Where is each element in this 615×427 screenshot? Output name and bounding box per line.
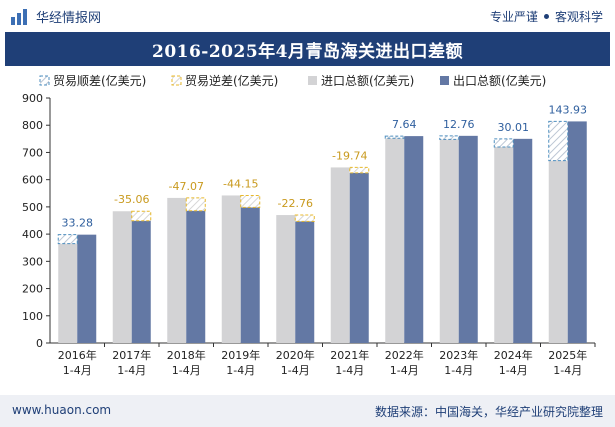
trade-surplus-segment bbox=[57, 234, 78, 245]
export-bar bbox=[131, 220, 151, 343]
x-tick-label: 2020年 bbox=[276, 348, 315, 362]
import-bar bbox=[112, 211, 132, 343]
legend-surplus-swatch-icon bbox=[39, 75, 50, 86]
import-bar bbox=[58, 243, 78, 343]
y-tick-label: 400 bbox=[22, 228, 43, 241]
x-tick-label: 1-4月 bbox=[553, 364, 582, 377]
x-tick-label: 1-4月 bbox=[117, 364, 146, 377]
brand[interactable]: 华经情报网 bbox=[10, 7, 101, 26]
brand-name: 华经情报网 bbox=[36, 11, 102, 26]
balance-data-label: 30.01 bbox=[498, 121, 530, 134]
legend-label: 贸易逆差(亿美元) bbox=[185, 73, 278, 88]
legend-export-swatch-icon bbox=[440, 76, 449, 85]
x-tick-label: 2025年 bbox=[548, 348, 587, 362]
slogan-right: 客观科学 bbox=[554, 10, 603, 24]
slogan: 专业严谨 客观科学 bbox=[490, 8, 603, 25]
import-bar bbox=[439, 139, 459, 343]
y-tick-label: 300 bbox=[22, 255, 43, 268]
x-tick-label: 1-4月 bbox=[444, 364, 473, 377]
y-tick-label: 700 bbox=[22, 146, 43, 159]
y-tick-label: 500 bbox=[22, 201, 43, 214]
trade-deficit-segment bbox=[349, 166, 370, 174]
trade-surplus-segment bbox=[384, 135, 405, 139]
x-tick-label: 2019年 bbox=[221, 348, 260, 362]
x-tick-label: 1-4月 bbox=[390, 364, 419, 377]
footer-source: 数据来源：中国海关，华经产业研究院整理 bbox=[374, 405, 603, 419]
import-bar bbox=[221, 195, 241, 343]
legend-import-swatch-icon bbox=[308, 76, 317, 85]
x-tick-label: 2017年 bbox=[112, 348, 151, 362]
x-tick-label: 2021年 bbox=[330, 348, 369, 362]
export-bar bbox=[513, 138, 533, 343]
import-bar bbox=[385, 138, 405, 343]
y-tick-label: 0 bbox=[36, 337, 43, 350]
slogan-left: 专业严谨 bbox=[489, 10, 538, 24]
balance-data-label: -44.15 bbox=[223, 177, 258, 190]
export-bar bbox=[77, 234, 97, 343]
export-bar bbox=[240, 207, 260, 343]
trade-surplus-segment bbox=[493, 138, 514, 148]
trade-surplus-segment bbox=[439, 135, 460, 140]
balance-data-label: 7.64 bbox=[392, 118, 417, 131]
balance-data-label: -35.06 bbox=[114, 193, 149, 206]
trade-deficit-segment bbox=[240, 194, 261, 208]
export-bar bbox=[295, 221, 315, 343]
dot-separator-icon bbox=[543, 14, 549, 19]
x-tick-label: 1-4月 bbox=[335, 364, 364, 377]
y-tick-label: 200 bbox=[22, 283, 43, 296]
x-tick-label: 2024年 bbox=[494, 348, 533, 362]
balance-data-label: 33.28 bbox=[62, 217, 94, 230]
chart-title: 2016-2025年4月青岛海关进出口差额 bbox=[151, 41, 463, 62]
y-tick-label: 900 bbox=[22, 92, 43, 105]
footer-website[interactable]: www.huaon.com bbox=[12, 403, 112, 417]
export-bar bbox=[567, 121, 587, 344]
brand-logo-icon bbox=[11, 8, 27, 25]
x-tick-label: 2016年 bbox=[58, 348, 97, 362]
export-bar bbox=[404, 136, 424, 343]
export-bar bbox=[458, 135, 478, 343]
footer: www.huaon.com 数据来源：中国海关，华经产业研究院整理 bbox=[0, 395, 615, 427]
export-bar bbox=[349, 172, 369, 343]
import-bar bbox=[276, 215, 296, 343]
x-tick-label: 2022年 bbox=[385, 348, 424, 362]
import-bar bbox=[167, 197, 187, 343]
chart-area: 贸易顺差(亿美元) 贸易逆差(亿美元) 进口总额(亿美元) 出口总额(亿美元) 0 10… bbox=[0, 66, 615, 391]
top-bar: 华经情报网 专业严谨 客观科学 bbox=[0, 0, 615, 32]
x-tick-label: 1-4月 bbox=[281, 364, 310, 377]
import-bar bbox=[330, 167, 350, 343]
balance-data-label: 143.93 bbox=[549, 103, 588, 116]
import-bar bbox=[494, 147, 514, 343]
export-bar bbox=[186, 210, 206, 343]
x-tick-label: 2018年 bbox=[167, 348, 206, 362]
y-tick-label: 800 bbox=[22, 119, 43, 132]
chart-title-bar: 2016-2025年4月青岛海关进出口差额 bbox=[5, 32, 610, 66]
balance-data-label: -47.07 bbox=[169, 180, 204, 193]
trade-deficit-segment bbox=[185, 197, 206, 212]
legend-label: 进口总额(亿美元) bbox=[321, 73, 414, 88]
x-tick-label: 1-4月 bbox=[63, 364, 92, 377]
trade-deficit-segment bbox=[294, 214, 315, 222]
legend-deficit-swatch-icon bbox=[171, 75, 182, 86]
x-tick-label: 2023年 bbox=[439, 348, 478, 362]
bar-chart: 贸易顺差(亿美元) 贸易逆差(亿美元) 进口总额(亿美元) 出口总额(亿美元) 0 10… bbox=[22, 73, 596, 377]
y-tick-label: 100 bbox=[22, 310, 43, 323]
trade-surplus-segment bbox=[548, 120, 569, 162]
legend-label: 贸易顺差(亿美元) bbox=[53, 73, 146, 88]
x-tick-label: 1-4月 bbox=[172, 364, 201, 377]
y-tick-label: 600 bbox=[22, 174, 43, 187]
balance-data-label: 12.76 bbox=[443, 118, 475, 131]
legend-label: 出口总额(亿美元) bbox=[453, 73, 546, 88]
x-tick-label: 1-4月 bbox=[499, 364, 528, 377]
balance-data-label: -19.74 bbox=[332, 149, 367, 162]
trade-deficit-segment bbox=[131, 210, 152, 222]
import-bar bbox=[548, 160, 568, 343]
balance-data-label: -22.76 bbox=[278, 197, 313, 210]
x-tick-label: 1-4月 bbox=[226, 364, 255, 377]
